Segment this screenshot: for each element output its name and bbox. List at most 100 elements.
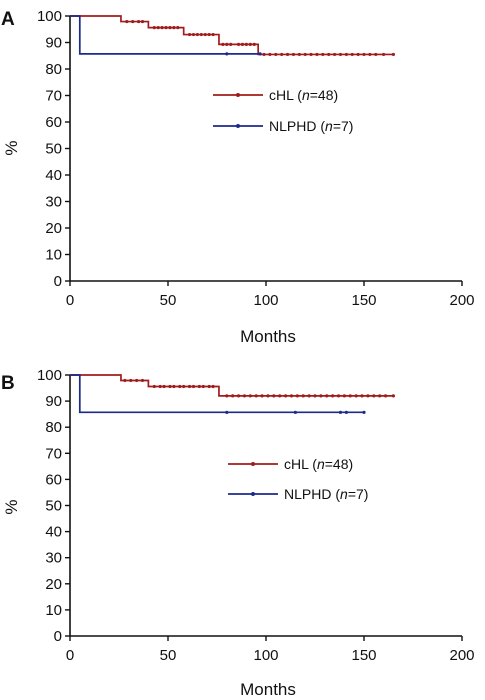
panel-a-chl-censor-mark (137, 19, 141, 24)
panel-a-chl-censor-mark (333, 52, 337, 57)
panel-a-chl-censor-mark (285, 52, 290, 57)
panel-b-chl-censor-mark (295, 394, 299, 398)
panel-b-letter: B (1, 373, 15, 394)
panel-a-chl-censor-mark (368, 52, 372, 57)
panel-b-legend-chl-n-value: =48) (325, 456, 353, 472)
panel-a-nlphd-censor-mark (225, 52, 229, 56)
panel-a-legend-chl-n-value: =48) (310, 87, 338, 103)
panel-b-nlphd-censor-mark (362, 410, 366, 414)
panel-b-chl-censor-mark (378, 394, 382, 398)
panel-b-y-tick-label: 60 (45, 471, 62, 488)
panel-a-chl-censor-mark (195, 32, 199, 37)
panel-a-chl-censor-mark (140, 19, 145, 24)
panel-a-chl-censor-mark (297, 52, 301, 57)
panel-b-chl-censor-mark (360, 394, 364, 398)
panel-a-x-tick-label: 200 (449, 292, 474, 309)
panel-b-chl-censor-mark (289, 394, 294, 398)
panel-a-chl-censor-mark (291, 52, 296, 57)
panel-a-legend-nlphd-n: n (325, 118, 333, 134)
panel-b-chl-censor-mark (158, 384, 162, 389)
panel-b-chl-censor-mark (231, 394, 235, 398)
panel-b-legend-chl-marker (251, 462, 255, 466)
panel-a-chl-censor-mark (229, 42, 233, 46)
panel-b-chl-censor-mark (211, 384, 215, 389)
panel-b-chl-censor-mark (201, 384, 205, 389)
panel-a-chl-censor-mark (236, 42, 241, 46)
panel-a-chl-censor-mark (327, 52, 331, 57)
panel-a-nlphd-censor-mark (258, 52, 262, 56)
panel-b-x-tick-label: 150 (351, 647, 376, 664)
panel-b-chl-censor-mark (372, 394, 376, 398)
panel-b-chl-censor-mark (123, 378, 127, 383)
panel-b-chl-censor-mark (301, 394, 305, 398)
panel-a-x-tick-label: 100 (253, 292, 278, 309)
panel-a-y-tick-label: 30 (45, 194, 62, 211)
panel-b-nlphd-censor-mark (338, 410, 343, 414)
panel-b-chl-censor-mark (248, 394, 252, 398)
panel-b-y-tick-label: 80 (45, 419, 62, 436)
panel-b-y-tick-label: 0 (54, 628, 62, 645)
panel-a-chl-censor-mark (244, 42, 248, 46)
panel-a-chl-censor-mark (172, 26, 176, 30)
panel-a-chl-censor-mark (240, 42, 245, 46)
panel-a-x-tick-label: 150 (351, 292, 376, 309)
panel-b-chl-censor-mark (140, 378, 145, 383)
panel-a-chl-censor-mark (176, 26, 180, 30)
panel-a-chl-censor-mark (309, 52, 313, 57)
panel-a-chl-censor-mark (187, 32, 192, 37)
panel-a-legend-nlphd-n-value: =7) (333, 118, 354, 134)
panel-a-chl-censor-mark (262, 52, 266, 57)
panel-a-y-tick-label: 40 (45, 167, 62, 184)
panel-a-nlphd-curve (70, 15, 261, 55)
panel-a-y-tick-label: 100 (37, 8, 62, 25)
panel-b-chl-censor-mark (172, 384, 176, 389)
panel-b-chl-censor-mark (236, 394, 241, 398)
panel-a-y-tick-label: 10 (45, 247, 62, 264)
panel-a-chl-censor-mark (152, 26, 156, 30)
panel-b-x-tick-label: 50 (160, 647, 177, 664)
panel-a-chl-censor-mark (199, 32, 203, 37)
panel-b-chl-censor-mark (254, 394, 258, 398)
panel-b-chl-censor-mark (342, 394, 346, 398)
panel-b-chl-censor-mark (391, 394, 395, 398)
panel-a-chl-censor-mark (211, 32, 215, 37)
panel-b-chl-censor-mark (383, 394, 388, 398)
panel-a-chl-censor-mark (168, 26, 172, 30)
panel-b-chl-censor-mark (260, 394, 264, 398)
panel-a-y-tick-label: 60 (45, 114, 62, 131)
panel-b-y-tick-label: 40 (45, 524, 62, 541)
panel-b-chl-censor-mark (354, 394, 358, 398)
panel-b-chl-censor-mark (197, 384, 201, 389)
panel-b-legend-nlphd-name: NLPHD ( (284, 486, 340, 502)
panel-b-legend-chl-name: cHL ( (284, 456, 317, 472)
panel-b-chl-censor-mark (242, 394, 247, 398)
panel-b-chl-censor-mark (272, 394, 276, 398)
panel-b-nlphd-censor-mark (344, 410, 348, 414)
panel-b-chl-curve (70, 374, 394, 397)
panel-a-legend-chl-n: n (302, 87, 310, 103)
panel-a-y-tick-label: 70 (45, 88, 62, 105)
panel-a-chl-censor-mark (315, 52, 319, 57)
panel-a-legend-nlphd-marker (236, 124, 240, 128)
panel-a: A Months % 0 10 20 30 40 50 60 70 80 90 100 0 50 100 1… (1, 8, 475, 346)
panel-a-chl-censor-mark (268, 52, 272, 57)
panel-a-legend-nlphd-name: NLPHD ( (269, 118, 325, 134)
panel-b-legend-nlphd-marker (251, 492, 255, 496)
panel-a-legend-chl-label: cHL (n=48) (269, 87, 338, 103)
panel-b-legend-nlphd-n: n (340, 486, 348, 502)
panel-a-chl-censor-mark (382, 52, 386, 57)
panel-b-nlphd-censor-mark (293, 410, 297, 414)
panel-b-chl-censor-mark (336, 394, 341, 398)
panel-a-legend-chl-marker (236, 93, 240, 97)
panel-b-chl-censor-mark (207, 384, 211, 389)
panel-b-chl-censor-mark (187, 384, 192, 389)
panel-a-x-axis-title: Months (240, 327, 296, 346)
panel-a-chl-censor-mark (362, 52, 366, 57)
panel-a-chl-censor-mark (344, 52, 348, 57)
panel-b-chl-censor-mark (278, 394, 282, 398)
panel-a-chl-curve (70, 15, 394, 56)
panel-b-nlphd-censor-mark (225, 410, 229, 414)
panel-b-y-tick-label: 20 (45, 576, 62, 593)
panel-b-chl-censor-mark (348, 394, 352, 398)
panel-b-chl-censor-mark (135, 378, 139, 383)
